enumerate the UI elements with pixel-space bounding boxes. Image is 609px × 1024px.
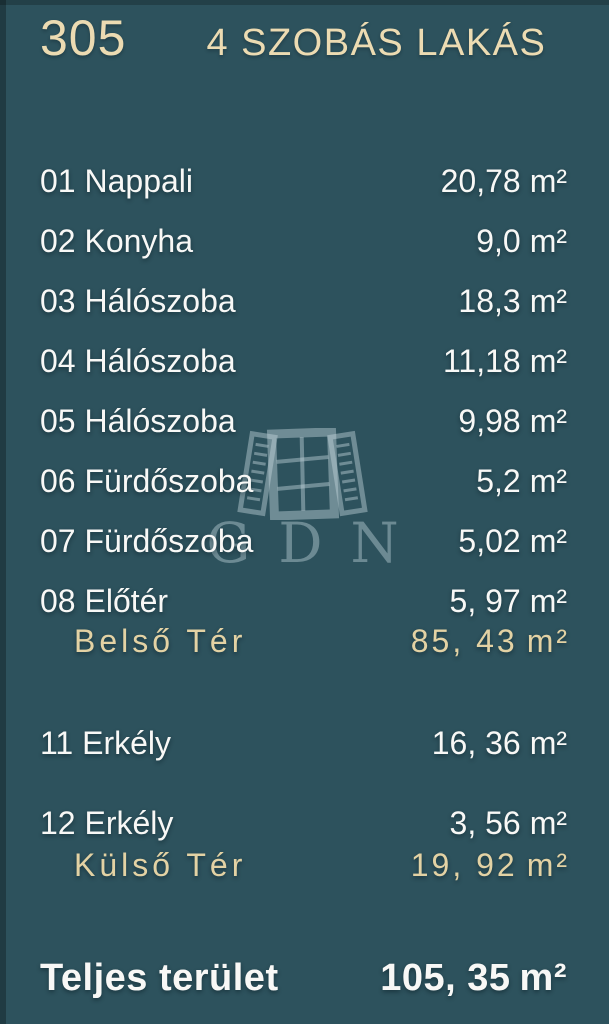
area-unit: m² [529, 583, 567, 619]
page-title: 4 SZOBÁS LAKÁS [206, 22, 547, 64]
interior-room-list: 01 Nappali 20,78 m² 02 Konyha 9,0 m² 03 Há… [40, 161, 567, 621]
room-label: 06 Fürdőszoba [40, 463, 254, 499]
area-value: 3, 56 [449, 805, 521, 841]
area-unit: m² [526, 847, 570, 883]
room-label: 07 Fürdőszoba [40, 523, 254, 559]
room-row: 12 Erkély 3, 56 m² [40, 803, 567, 843]
room-area: 9,0 m² [476, 221, 567, 261]
area-value: 105, 35 [380, 957, 511, 999]
room-label: 01 Nappali [40, 163, 193, 199]
left-edge-shadow [0, 0, 6, 1024]
room-area: 5, 97 m² [450, 581, 567, 621]
subtotal-area: 85, 43 m² [411, 621, 570, 661]
content: 305 4 SZOBÁS LAKÁS 01 Nappali 20,78 m² 02… [40, 0, 567, 1001]
room-row: 01 Nappali 20,78 m² [40, 161, 567, 201]
total-row: Teljes terület 105, 35 m² [40, 955, 567, 1001]
area-value: 16, 36 [431, 725, 521, 761]
total-label: Teljes terület [40, 957, 279, 999]
room-label: 11 Erkély [40, 725, 172, 761]
apartment-number: 305 [40, 10, 127, 66]
area-unit: m² [529, 805, 567, 841]
area-unit: m² [529, 403, 567, 439]
area-value: 9,98 [458, 403, 521, 439]
room-row: 04 Hálószoba 11,18 m² [40, 341, 567, 381]
area-unit: m² [529, 223, 567, 259]
area-unit: m² [529, 725, 567, 761]
exterior-room-list: 11 Erkély 16, 36 m² 12 Erkély 3, 56 m² [40, 723, 567, 843]
subtotal-area: 19, 92 m² [411, 845, 570, 885]
area-unit: m² [519, 957, 567, 999]
area-value: 5,2 [476, 463, 521, 499]
room-area: 9,98 m² [458, 401, 567, 441]
room-area: 5,02 m² [458, 521, 567, 561]
area-value: 11,18 [442, 343, 521, 379]
room-label: 02 Konyha [40, 223, 194, 259]
room-row: 08 Előtér 5, 97 m² [40, 581, 567, 621]
area-unit: m² [529, 523, 567, 559]
room-area: 3, 56 m² [450, 803, 567, 843]
room-label: 08 Előtér [40, 583, 169, 619]
area-value: 18,3 [458, 283, 521, 319]
room-label: 05 Hálószoba [40, 403, 236, 439]
room-label: 12 Erkély [40, 805, 174, 841]
area-unit: m² [526, 623, 570, 659]
area-unit: m² [529, 343, 567, 379]
header: 305 4 SZOBÁS LAKÁS [40, 0, 567, 69]
area-value: 5, 97 [449, 583, 521, 619]
room-row: 02 Konyha 9,0 m² [40, 221, 567, 261]
room-row: 06 Fürdőszoba 5,2 m² [40, 461, 567, 501]
subtotal-label: Külső Tér [74, 847, 247, 883]
area-unit: m² [529, 463, 567, 499]
subtotal-label: Belső Tér [74, 623, 247, 659]
interior-subtotal-row: Belső Tér 85, 43 m² [40, 621, 567, 661]
area-value: 19, 92 [410, 847, 518, 883]
room-label: 04 Hálószoba [40, 343, 236, 379]
room-area: 18,3 m² [458, 281, 567, 321]
room-label: 03 Hálószoba [40, 283, 236, 319]
area-value: 9,0 [476, 223, 521, 259]
area-unit: m² [529, 283, 567, 319]
top-edge-shadow [0, 0, 609, 5]
room-row: 03 Hálószoba 18,3 m² [40, 281, 567, 321]
area-unit: m² [529, 163, 567, 199]
room-area: 16, 36 m² [432, 723, 567, 763]
area-value: 5,02 [458, 523, 521, 559]
room-row: 07 Fürdőszoba 5,02 m² [40, 521, 567, 561]
room-row: 05 Hálószoba 9,98 m² [40, 401, 567, 441]
area-value: 20,78 [440, 163, 521, 199]
area-value: 85, 43 [410, 623, 518, 659]
room-row: 11 Erkély 16, 36 m² [40, 723, 567, 763]
room-area: 5,2 m² [476, 461, 567, 501]
room-area: 20,78 m² [441, 161, 567, 201]
room-area: 11,18 m² [443, 341, 567, 381]
exterior-subtotal-row: Külső Tér 19, 92 m² [40, 845, 567, 885]
total-area: 105, 35 m² [380, 955, 567, 1001]
